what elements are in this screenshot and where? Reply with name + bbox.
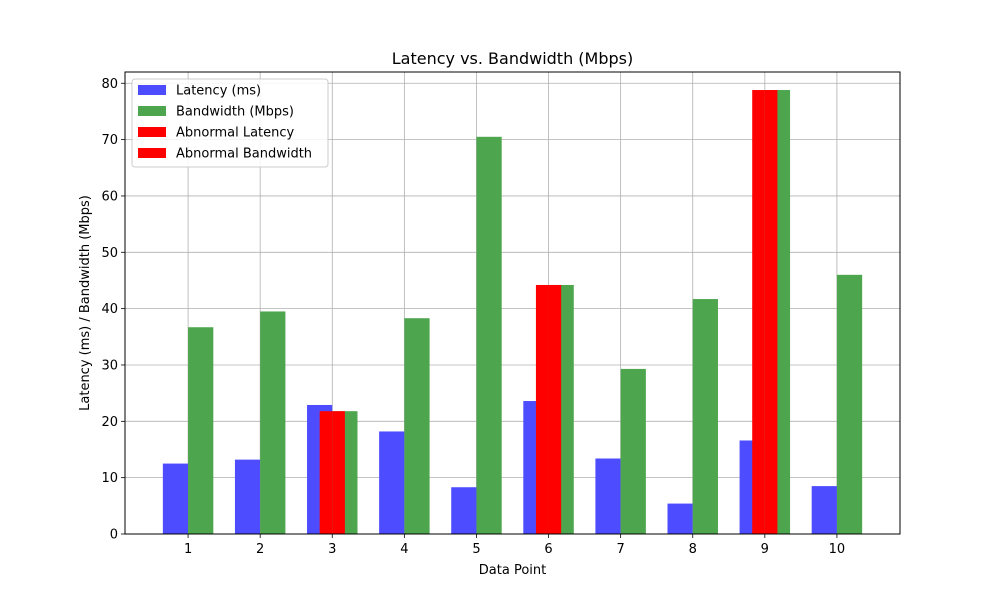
bandwidth-bar <box>188 327 214 534</box>
abnormal-bandwidth-bar <box>548 284 562 534</box>
legend: Latency (ms) Bandwidth (Mbps) Abnormal Lat… <box>131 78 329 168</box>
plot-frame <box>124 71 901 535</box>
abnormal-bandwidth-bar <box>764 90 778 534</box>
latency-bar <box>234 459 261 534</box>
x-tick-label: 2 <box>256 542 264 557</box>
legend-label: Abnormal Latency <box>176 126 295 141</box>
legend-label: Abnormal Bandwidth <box>176 147 312 162</box>
abnormal-bandwidth-bar <box>332 411 345 534</box>
abnormal-latency-bar <box>752 90 765 534</box>
y-tick-label: 0 <box>110 528 118 543</box>
y-tick-label: 60 <box>101 189 118 204</box>
x-tick-label: 1 <box>184 542 192 557</box>
latency-bar <box>595 458 621 534</box>
x-axis-label: Data Point <box>479 563 546 578</box>
y-tick-label: 20 <box>101 415 118 430</box>
x-tick-label: 7 <box>616 542 624 557</box>
legend-swatch <box>138 106 166 116</box>
x-tick-label: 3 <box>328 542 336 557</box>
y-tick-label: 40 <box>101 302 118 317</box>
abnormal-latency-bar <box>319 411 333 534</box>
x-tick-label: 9 <box>761 542 769 557</box>
legend-label: Bandwidth (Mbps) <box>176 105 294 120</box>
abnormal-latency-bar <box>535 284 549 534</box>
latency-bar <box>811 486 837 534</box>
latency-bar <box>451 487 477 534</box>
x-tick-label: 6 <box>544 542 552 557</box>
legend-swatch <box>138 85 166 95</box>
y-tick-label: 30 <box>101 358 118 373</box>
legend-swatch <box>138 148 166 158</box>
latency-bar <box>667 503 693 534</box>
x-tick-label: 4 <box>400 542 408 557</box>
legend-box <box>131 78 329 168</box>
y-tick-label: 70 <box>101 133 118 148</box>
latency-bar <box>379 431 405 534</box>
x-tick-label: 5 <box>472 542 480 557</box>
bandwidth-bar <box>836 274 863 534</box>
y-tick-label: 10 <box>101 471 118 486</box>
chart-title: Latency vs. Bandwidth (Mbps) <box>392 49 634 68</box>
bandwidth-bar <box>620 368 646 534</box>
bandwidth-bar <box>404 318 430 534</box>
y-tick-label: 80 <box>101 77 118 92</box>
latency-bar <box>162 463 189 534</box>
y-axis-label: Latency (ms) / Bandwidth (Mbps) <box>78 195 93 411</box>
x-tick-label: 8 <box>689 542 697 557</box>
bar-layer <box>162 90 863 535</box>
x-tick-label: 10 <box>829 542 846 557</box>
legend-label: Latency (ms) <box>176 84 261 99</box>
bandwidth-bar <box>692 299 718 534</box>
y-tick-label: 50 <box>101 246 118 261</box>
legend-swatch <box>138 127 166 137</box>
tick-layer: 0 10 20 30 40 50 60 70 80 1 2 3 4 5 6 7 8 9 10 <box>101 77 845 557</box>
bandwidth-bar <box>476 136 502 535</box>
bandwidth-bar <box>260 311 286 534</box>
